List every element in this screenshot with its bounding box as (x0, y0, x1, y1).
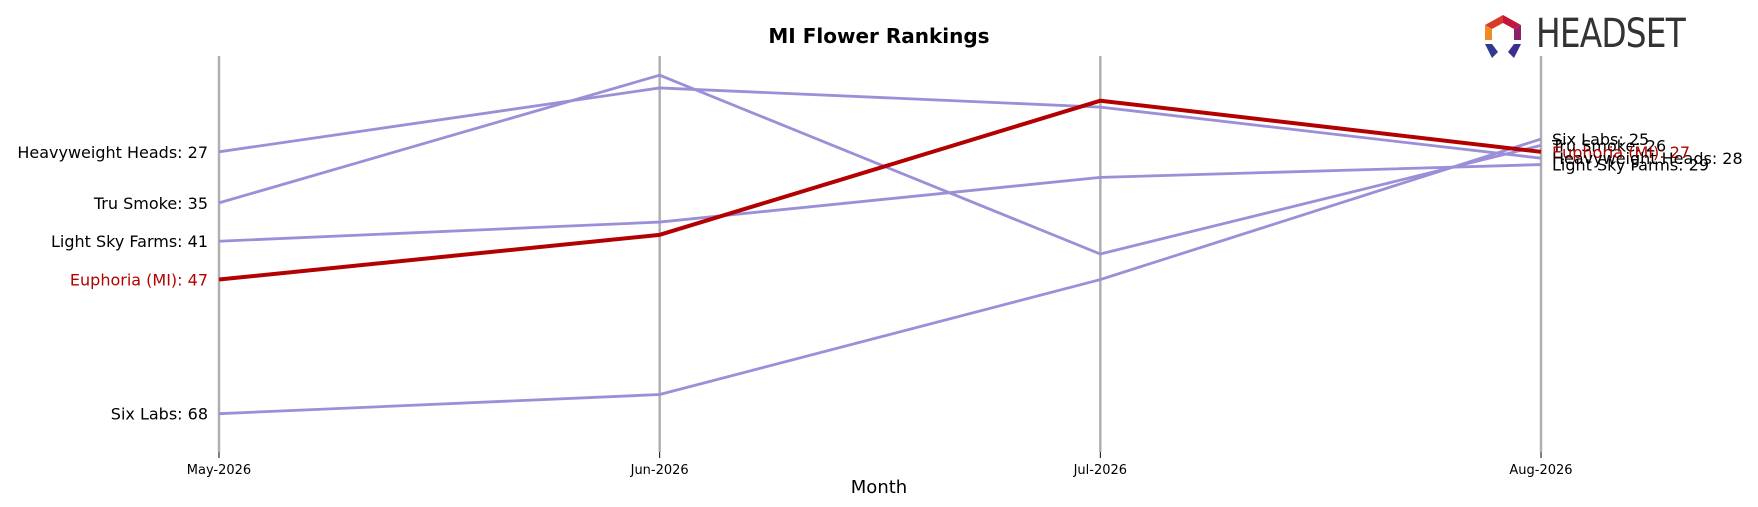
series-end-label: Euphoria (MI): 27 (1552, 143, 1690, 162)
series-line (218, 98, 1542, 282)
series-end-label: Heavyweight Heads: 28 (1552, 149, 1743, 168)
series-end-label: Tru Smoke: 26 (1551, 136, 1666, 155)
series-end-label: Six Labs: 25 (1552, 130, 1649, 149)
chart-title: MI Flower Rankings (768, 24, 989, 48)
x-tick-label: Aug-2026 (1509, 463, 1572, 478)
headset-logo: HEADSET (1478, 12, 1708, 62)
series-start-label: Light Sky Farms: 41 (51, 232, 208, 251)
series-line (218, 73, 1542, 256)
series-start-label: Six Labs: 68 (111, 405, 208, 424)
series-line (218, 137, 1542, 416)
series-line (218, 163, 1542, 243)
series-start-label: Heavyweight Heads: 27 (17, 143, 208, 162)
x-tick-label: Jun-2026 (630, 463, 689, 478)
logo-wordmark: HEADSET (1536, 11, 1686, 57)
series-start-label: Euphoria (MI): 47 (70, 271, 208, 290)
series-end-label: Light Sky Farms: 29 (1552, 156, 1709, 175)
series-start-label: Tru Smoke: 35 (93, 194, 208, 213)
x-axis-label: Month (851, 477, 907, 498)
x-tick-label: May-2026 (187, 463, 251, 478)
x-tick-label: Jul-2026 (1073, 463, 1127, 478)
hexagon-logo-icon (1485, 15, 1521, 58)
series-line (218, 86, 1542, 160)
